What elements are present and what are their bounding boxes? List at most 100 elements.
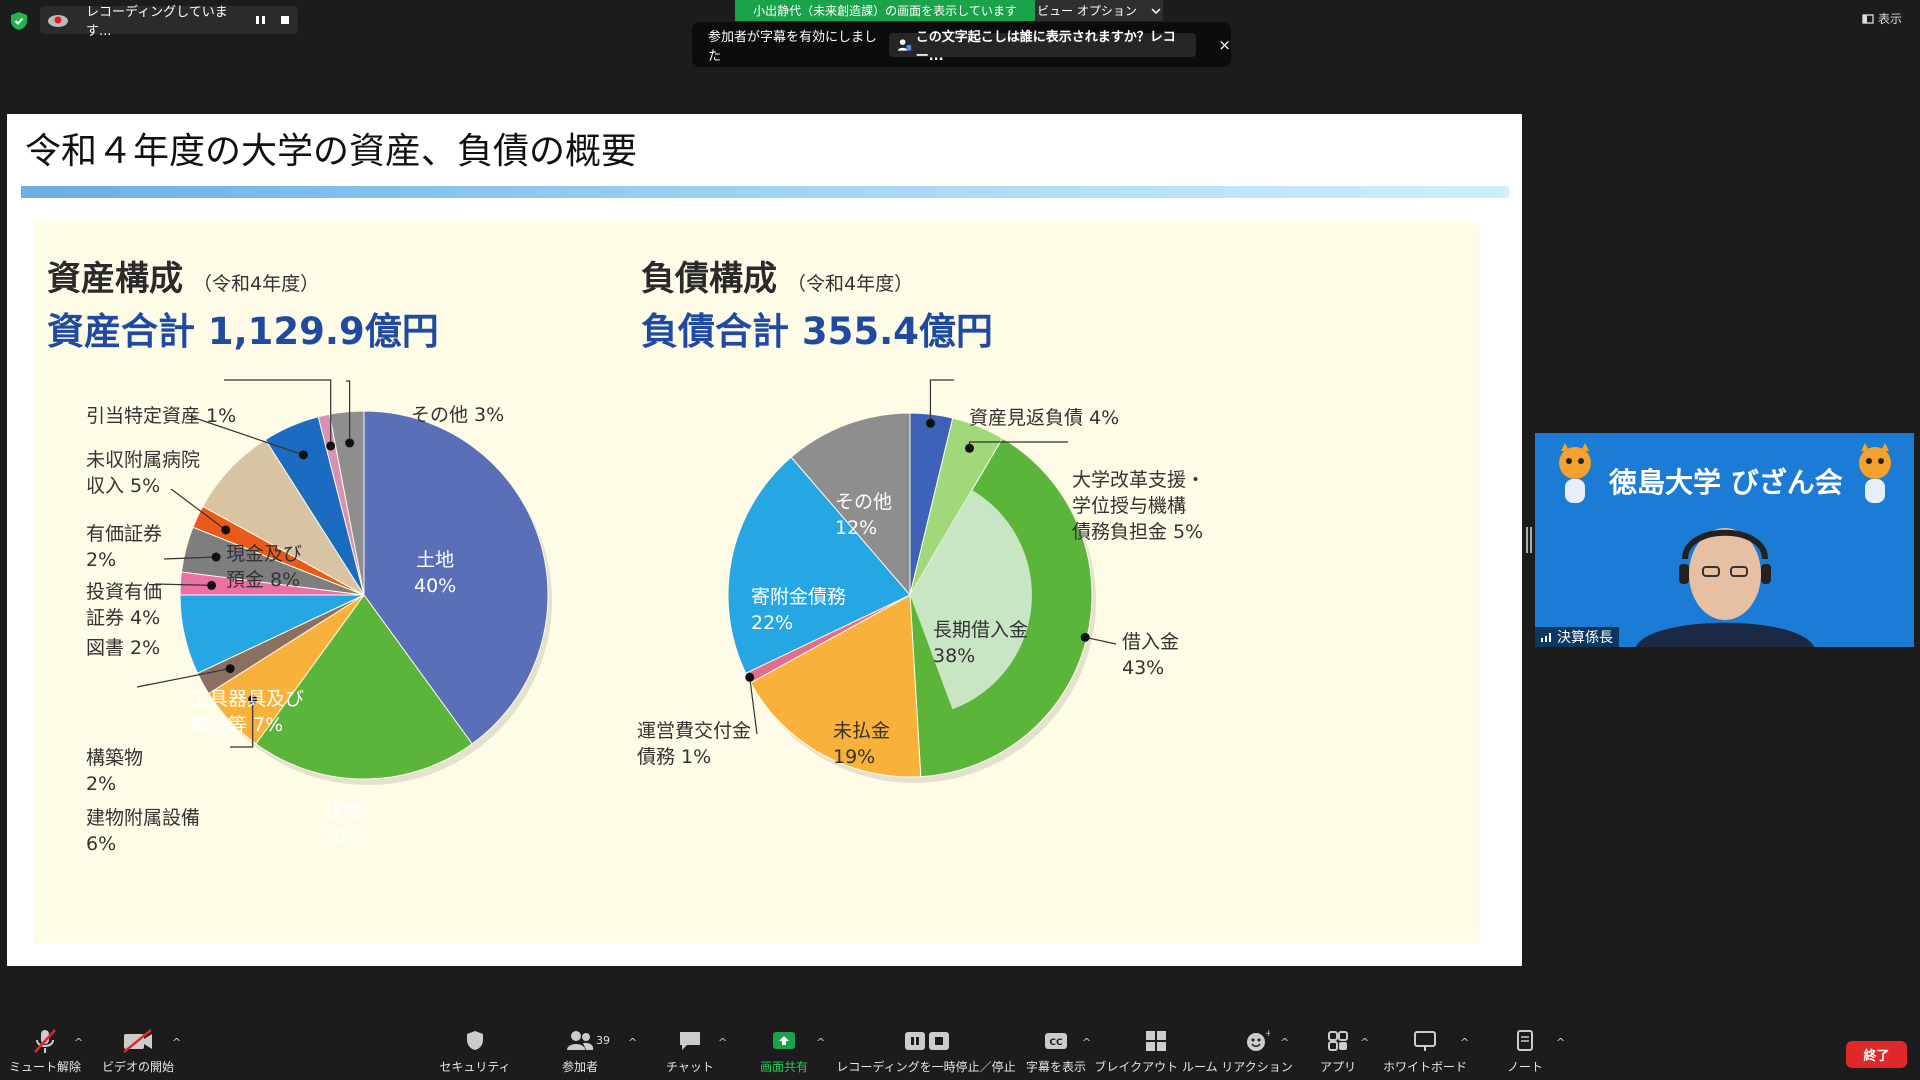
share-screen-button[interactable]: 画面共有 xyxy=(752,1028,816,1078)
liab-leader-dot xyxy=(925,418,935,428)
participants-options-caret[interactable]: ^ xyxy=(628,1036,638,1049)
asset-leader-dot xyxy=(326,441,336,451)
asset-leader-dot xyxy=(248,695,258,705)
display-label: 表示 xyxy=(1878,12,1903,26)
assets-heading-text: 資産構成 xyxy=(47,259,183,299)
share-screen-label: 画面共有 xyxy=(759,1060,808,1074)
recording-cloud-icon xyxy=(48,15,68,27)
liab-label-mirror: 資産見返負債 4% xyxy=(969,407,1120,429)
smiley-icon: + xyxy=(1247,1029,1270,1051)
notes-options-caret[interactable]: ^ xyxy=(1556,1036,1566,1049)
recording-label: レコーディングを一時停止／停止 xyxy=(836,1060,1016,1074)
pause-stop-recording-icon xyxy=(905,1032,949,1050)
asset-slice xyxy=(328,410,365,596)
asset-slice xyxy=(202,438,365,596)
breakout-rooms-button[interactable]: ブレイクアウト ルーム xyxy=(1094,1028,1218,1078)
mute-options-caret[interactable]: ^ xyxy=(74,1036,84,1049)
security-button[interactable]: セキュリティ xyxy=(439,1028,511,1078)
video-label: ビデオの開始 xyxy=(102,1060,175,1074)
asset-leader-dot xyxy=(207,580,217,590)
asset-leader-line xyxy=(188,415,304,456)
transcript-visibility-link[interactable]: この文字起こしは誰に表示されますか？レコー... xyxy=(888,30,1197,64)
assets-year: （令和4年度） xyxy=(193,273,320,295)
security-label: セキュリティ xyxy=(439,1060,511,1074)
asset-label-structures: 構築物 2% xyxy=(86,747,144,795)
speaker-figure xyxy=(1636,528,1814,647)
resize-handle-icon[interactable] xyxy=(1526,527,1532,553)
security-shield-icon xyxy=(467,1031,483,1050)
participants-icon xyxy=(567,1031,594,1050)
liab-label-other: その他 12% xyxy=(835,491,893,539)
transcript-link-text: この文字起こしは誰に表示されますか？レコー... xyxy=(915,29,1176,64)
recording-button[interactable]: レコーディングを一時停止／停止 xyxy=(836,1028,1016,1078)
video-off-icon xyxy=(123,1029,152,1053)
breakout-rooms-icon xyxy=(1146,1031,1166,1051)
asset-label-books: 図書 2% xyxy=(86,637,161,659)
liabilities-heading: 負債構成 （令和4年度） xyxy=(641,251,913,300)
end-meeting-button[interactable]: 終了 xyxy=(1846,1041,1907,1068)
view-options-button[interactable]: ビュー オプション xyxy=(1035,0,1163,21)
close-icon[interactable]: × xyxy=(1218,35,1231,54)
asset-leader-line xyxy=(346,380,351,443)
asset-label-reserve: 引当特定資産 1% xyxy=(86,405,237,427)
chevron-down-icon xyxy=(1151,7,1161,14)
mascot-icon xyxy=(1559,443,1591,503)
participants-count: 39 xyxy=(596,1034,610,1047)
liab-slice xyxy=(790,412,911,597)
notes-icon xyxy=(1517,1030,1533,1051)
pause-recording-icon[interactable] xyxy=(252,13,272,27)
participants-button[interactable]: 参加者 xyxy=(552,1028,608,1078)
asset-leader-dot xyxy=(211,552,221,562)
asset-slice xyxy=(255,594,473,780)
share-options-caret[interactable]: ^ xyxy=(816,1036,826,1049)
whiteboard-options-caret[interactable]: ^ xyxy=(1460,1036,1470,1049)
liabilities-total: 負債合計 355.4億円 xyxy=(641,310,993,353)
captions-options-caret[interactable]: ^ xyxy=(1082,1036,1092,1049)
liab-slice-longterm xyxy=(910,490,1032,710)
screen-share-banner: 小出静代（未来創造課）の画面を表示しています xyxy=(735,0,1035,21)
apps-options-caret[interactable]: ^ xyxy=(1360,1036,1370,1049)
captions-button[interactable]: CC 字幕を表示 xyxy=(1024,1028,1088,1078)
reactions-options-caret[interactable]: ^ xyxy=(1280,1036,1290,1049)
asset-label-building: 建物 20% xyxy=(322,800,365,848)
apps-button[interactable]: アプリ xyxy=(1318,1028,1358,1078)
liab-label-donation: 寄附金債務 22% xyxy=(751,586,847,634)
cc-icon-text: CC xyxy=(1049,1038,1063,1048)
whiteboard-icon xyxy=(1414,1031,1436,1051)
asset-leader-dot xyxy=(221,525,231,535)
assets-total: 資産合計 1,129.9億円 xyxy=(47,310,439,353)
video-options-caret[interactable]: ^ xyxy=(172,1036,182,1049)
chat-label: チャット xyxy=(666,1060,714,1074)
apps-icon xyxy=(1328,1031,1348,1051)
asset-label-facilities: 建物附属設備 6% xyxy=(86,807,201,855)
liab-slice xyxy=(749,594,922,778)
mute-button[interactable]: ミュート解除 xyxy=(9,1028,81,1078)
view-options-label: ビュー オプション xyxy=(1037,4,1137,18)
participant-name: 決算係長 xyxy=(1557,630,1613,646)
whiteboard-button[interactable]: ホワイトボード xyxy=(1383,1028,1467,1078)
chat-options-caret[interactable]: ^ xyxy=(718,1036,728,1049)
liab-slice xyxy=(727,456,911,674)
participant-video[interactable]: 徳島大学 びざん会 決算係長 xyxy=(1535,433,1914,647)
svg-text:+: + xyxy=(1265,1029,1270,1039)
reactions-button[interactable]: + リアクション xyxy=(1221,1028,1292,1078)
asset-leader-dot xyxy=(345,438,355,448)
notes-button[interactable]: ノート xyxy=(1505,1028,1545,1078)
liab-label-longterm: 長期借入金 38% xyxy=(933,619,1029,667)
mascot-icon xyxy=(1859,443,1891,503)
liab-leader-line xyxy=(1085,636,1117,645)
liab-label-payable: 未払金 19% xyxy=(833,720,891,768)
liab-leader-dot xyxy=(745,672,755,682)
video-button[interactable]: ビデオの開始 xyxy=(102,1028,174,1078)
liab-leader-dot xyxy=(1080,632,1090,642)
liab-leader-line xyxy=(929,379,954,424)
asset-slice xyxy=(363,410,549,745)
asset-label-other: その他 3% xyxy=(411,404,505,426)
chat-button[interactable]: チャット xyxy=(665,1028,715,1078)
stop-recording-icon[interactable] xyxy=(276,13,296,27)
chat-icon xyxy=(680,1032,700,1050)
participant-name-tag: 決算係長 xyxy=(1535,627,1619,647)
microphone-muted-icon xyxy=(34,1029,56,1053)
display-button[interactable]: 表示 xyxy=(1862,10,1902,27)
liab-label-borrowings: 借入金 43% xyxy=(1122,631,1180,679)
